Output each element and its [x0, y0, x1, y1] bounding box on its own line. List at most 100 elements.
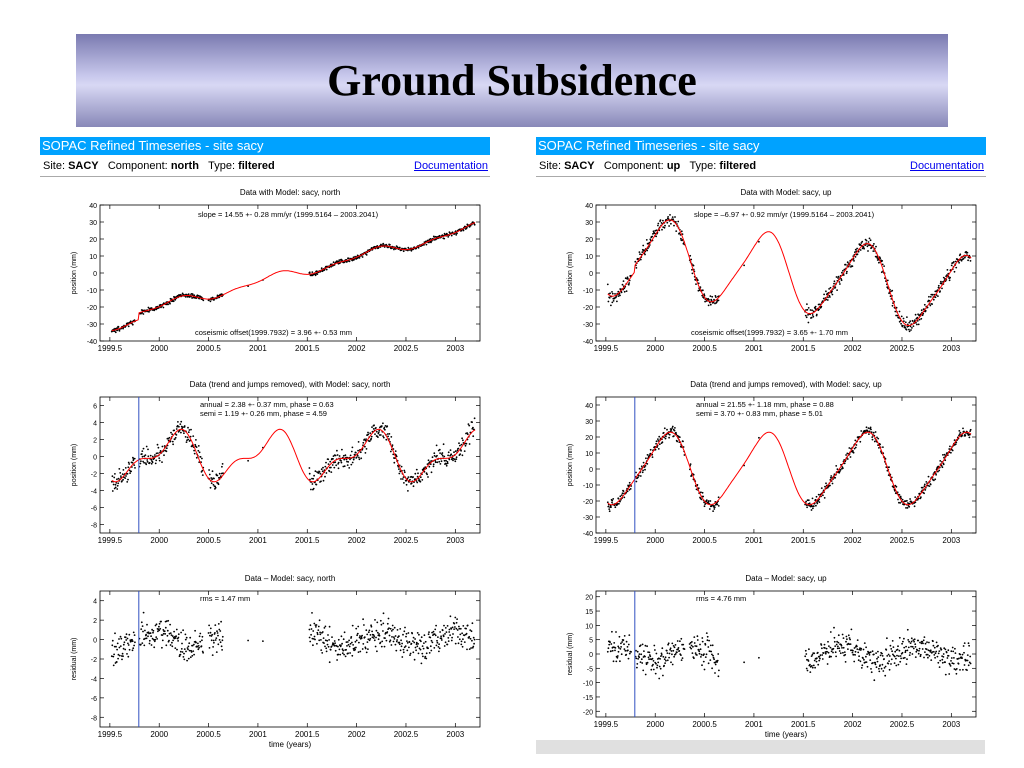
- data-point: [627, 283, 630, 286]
- chart-annotation: rms = 4.76 mm: [696, 594, 746, 603]
- data-point: [376, 650, 378, 653]
- data-point: [462, 229, 465, 232]
- data-point: [448, 628, 451, 631]
- data-point: [835, 276, 838, 278]
- data-point: [859, 440, 862, 443]
- data-point: [841, 647, 843, 649]
- data-point: [712, 510, 714, 512]
- data-point: [262, 640, 264, 642]
- data-point: [341, 642, 343, 645]
- data-point: [320, 267, 323, 270]
- data-point: [657, 448, 660, 450]
- x-tick-label: 2001: [745, 344, 763, 353]
- data-point: [184, 436, 187, 438]
- data-point: [924, 489, 927, 491]
- data-point: [195, 456, 198, 459]
- data-point: [940, 280, 942, 283]
- data-point: [914, 656, 917, 658]
- data-point: [954, 443, 957, 445]
- data-point: [865, 426, 868, 429]
- data-point: [414, 472, 417, 475]
- data-point: [209, 486, 212, 489]
- data-point: [126, 472, 129, 475]
- data-point: [185, 441, 188, 443]
- data-point: [625, 653, 628, 656]
- data-point: [649, 448, 652, 451]
- data-point: [387, 435, 389, 438]
- documentation-link[interactable]: Documentation: [414, 160, 488, 172]
- data-point: [929, 651, 932, 653]
- y-tick-label: -30: [583, 515, 593, 522]
- data-point: [886, 279, 889, 282]
- data-point: [952, 650, 955, 653]
- data-point: [904, 321, 907, 324]
- data-point: [395, 640, 398, 643]
- data-point: [709, 500, 712, 502]
- data-point: [312, 644, 314, 647]
- data-point: [934, 656, 936, 659]
- data-point: [651, 657, 654, 660]
- data-point: [202, 299, 205, 302]
- data-point: [161, 445, 164, 448]
- data-point: [826, 650, 828, 653]
- data-point: [446, 460, 449, 463]
- data-point: [313, 474, 315, 477]
- data-point: [657, 440, 660, 442]
- data-point: [468, 226, 471, 228]
- data-point: [641, 643, 644, 646]
- data-point: [857, 659, 860, 662]
- data-point: [317, 625, 320, 628]
- data-point: [716, 659, 719, 662]
- data-point: [644, 468, 646, 471]
- data-point: [182, 426, 184, 428]
- data-point: [672, 218, 675, 221]
- data-point: [161, 639, 164, 642]
- data-point: [822, 652, 825, 654]
- data-point: [862, 657, 864, 659]
- data-point: [869, 426, 872, 429]
- documentation-link[interactable]: Documentation: [910, 160, 984, 172]
- data-point: [161, 634, 164, 636]
- data-point: [143, 461, 145, 464]
- data-point: [430, 241, 432, 244]
- chart-north-detrended: Data (trend and jumps removed), with Mod…: [71, 380, 481, 545]
- data-point: [835, 655, 837, 658]
- panel-up: SOPAC Refined Timeseries - site sacy Sit…: [536, 137, 986, 755]
- data-point: [215, 651, 218, 653]
- data-point: [944, 459, 947, 462]
- data-point: [406, 649, 409, 652]
- data-point: [418, 633, 420, 636]
- x-tick-label: 2000.5: [692, 720, 717, 729]
- data-point: [959, 653, 962, 656]
- data-point: [811, 314, 814, 316]
- data-point: [669, 647, 672, 650]
- data-point: [821, 654, 824, 656]
- data-point: [673, 646, 676, 649]
- data-point: [435, 644, 438, 647]
- data-point: [430, 471, 433, 474]
- data-point: [211, 470, 214, 473]
- data-point: [320, 639, 322, 641]
- data-point: [618, 502, 620, 505]
- data-point: [668, 433, 671, 436]
- data-point: [817, 493, 820, 496]
- data-point: [403, 482, 405, 484]
- data-point: [455, 456, 458, 459]
- data-point: [610, 650, 612, 652]
- data-point: [668, 656, 670, 659]
- data-point: [175, 635, 178, 638]
- data-point: [829, 646, 832, 649]
- data-point: [318, 619, 321, 622]
- data-point: [834, 476, 837, 479]
- data-point: [128, 463, 131, 465]
- data-point: [902, 657, 905, 660]
- data-point: [842, 646, 845, 649]
- data-point: [849, 638, 851, 641]
- data-point: [697, 487, 700, 490]
- data-point: [406, 640, 408, 642]
- data-point: [454, 626, 456, 628]
- data-point: [895, 314, 897, 317]
- data-point: [642, 469, 644, 472]
- data-point: [340, 644, 342, 647]
- data-point: [114, 483, 117, 486]
